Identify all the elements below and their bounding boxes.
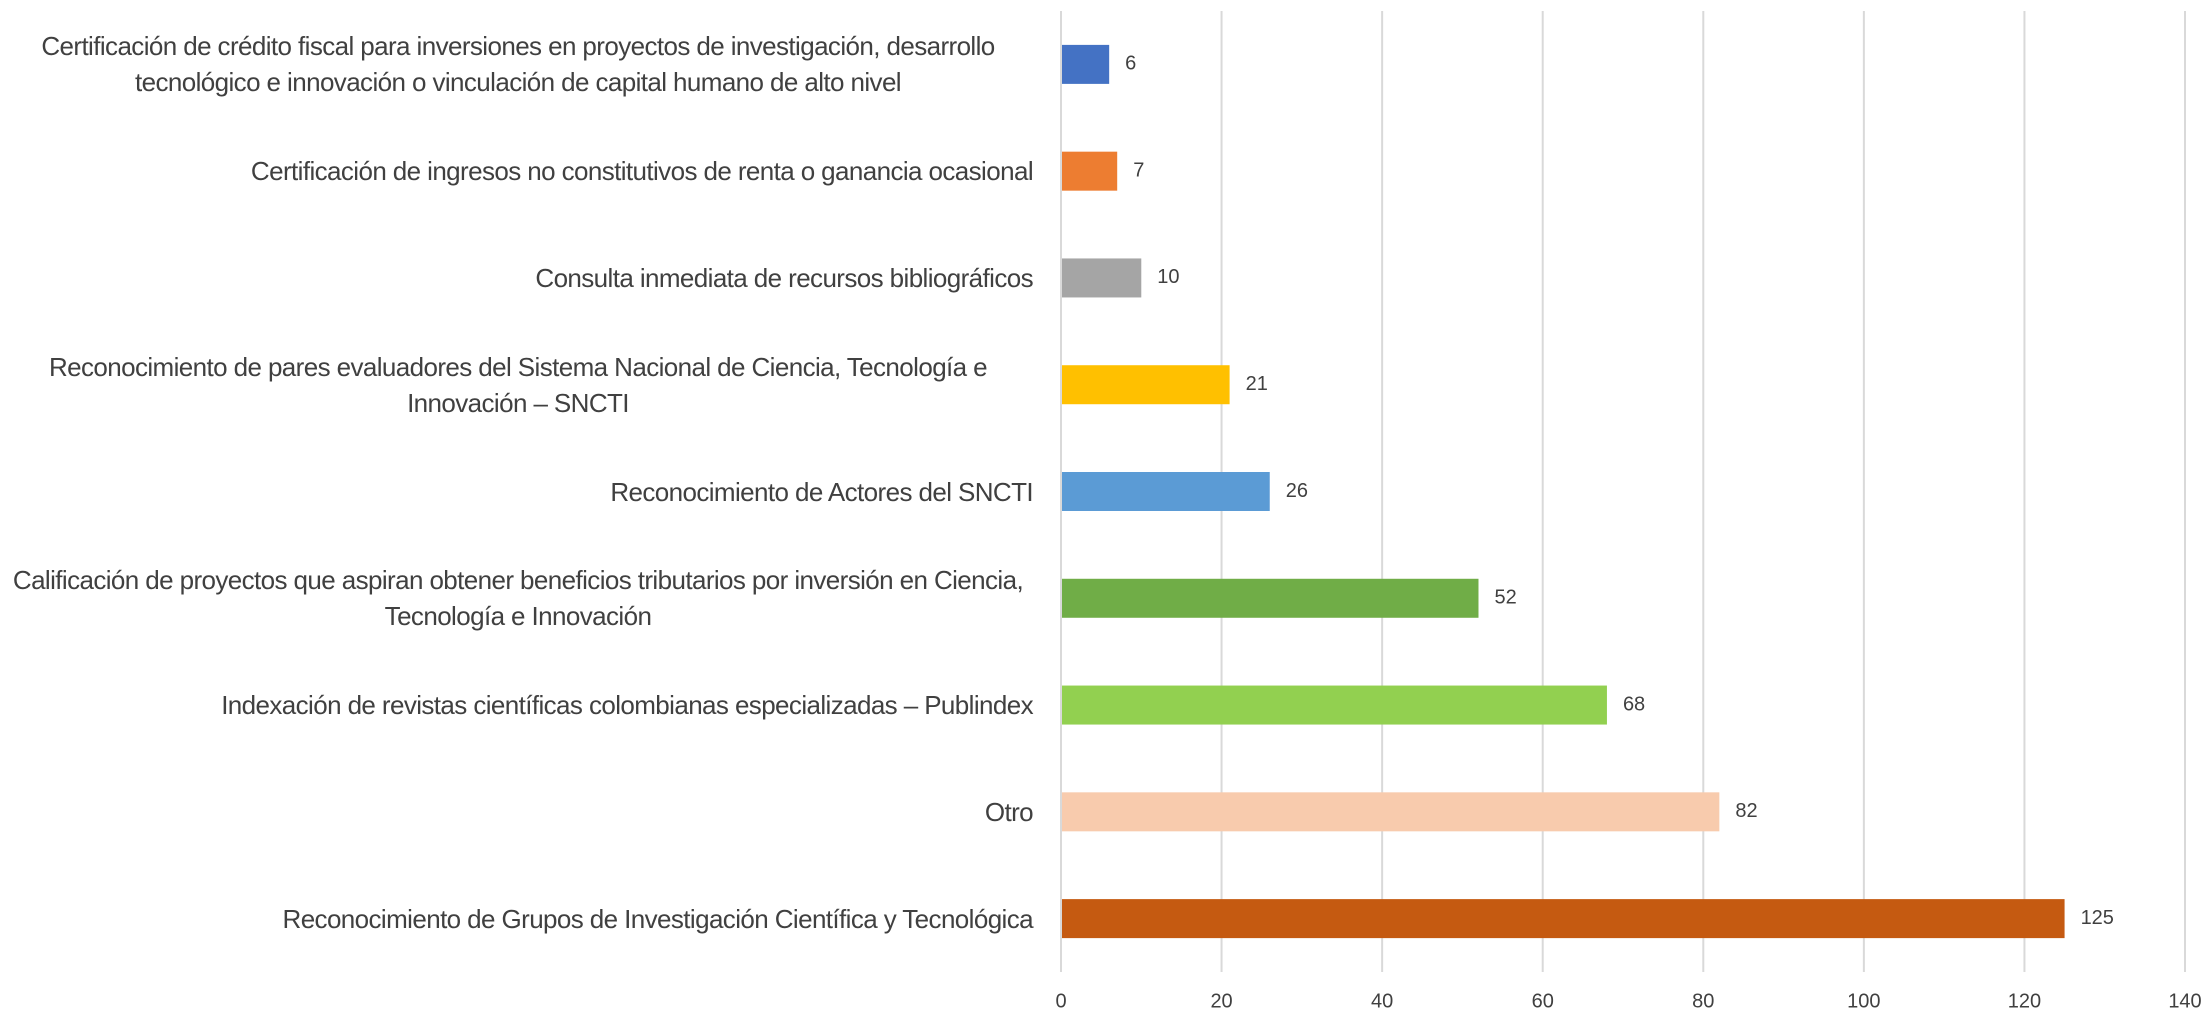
y-tick-label: Certificación de ingresos no constitutiv… [250,156,1034,187]
bar [1061,151,1118,191]
x-tick-label: 80 [1692,990,1714,1012]
x-tick-label: 20 [1210,990,1232,1012]
data-label: 68 [1623,693,1645,715]
y-tick-label: Calificación de proyectos que aspiran ob… [12,565,1024,632]
y-tick-label: Consulta inmediata de recursos bibliográ… [535,262,1033,293]
data-label: 21 [1246,373,1268,395]
data-label: 7 [1133,159,1144,181]
bar [1061,899,2065,939]
y-tick-label: Otro [984,796,1034,827]
bar [1061,578,1479,618]
bar [1061,365,1230,405]
x-tick-label: 40 [1371,990,1393,1012]
bar [1061,44,1110,84]
data-label: 52 [1494,587,1516,609]
y-tick-label: Certificación de crédito fiscal para inv… [41,31,995,98]
data-label: 26 [1286,480,1308,502]
bar [1061,472,1270,511]
data-label: 6 [1125,53,1136,75]
data-label: 125 [2081,907,2114,929]
x-tick-label: 60 [1532,990,1554,1012]
data-label: 82 [1735,800,1757,822]
data-label: 10 [1157,266,1179,288]
x-tick-label: 120 [2008,990,2041,1012]
y-tick-label: Reconocimiento de Actores del SNCTI [610,476,1033,507]
bar [1061,685,1607,725]
bar [1061,258,1142,298]
y-tick-label: Indexación de revistas científicas colom… [221,690,1033,721]
x-tick-label: 0 [1055,990,1066,1012]
bar [1061,792,1720,832]
y-tick-label: Reconocimiento de pares evaluadores del … [48,351,988,418]
x-tick-label: 140 [2168,990,2201,1012]
y-tick-label: Reconocimiento de Grupos de Investigació… [282,903,1034,934]
x-tick-label: 100 [1847,990,1880,1012]
